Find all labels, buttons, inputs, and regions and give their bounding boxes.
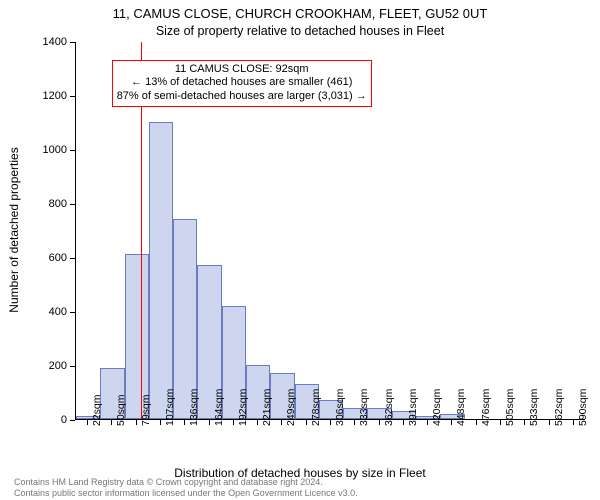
annotation-line: ← 13% of detached houses are smaller (46… xyxy=(117,76,367,90)
ytick-mark xyxy=(70,420,75,421)
xtick-label: 448sqm xyxy=(455,389,467,426)
ytick-label: 400 xyxy=(27,306,67,318)
xtick-label: 79sqm xyxy=(140,394,152,426)
xtick-mark xyxy=(233,420,234,425)
annotation-line: 11 CAMUS CLOSE: 92sqm xyxy=(117,63,367,77)
xtick-mark xyxy=(184,420,185,425)
ytick-mark xyxy=(70,42,75,43)
xtick-label: 391sqm xyxy=(407,389,419,426)
xtick-label: 278sqm xyxy=(310,389,322,426)
xtick-label: 505sqm xyxy=(504,389,516,426)
xtick-label: 221sqm xyxy=(261,389,273,426)
xtick-mark xyxy=(306,420,307,425)
annotation-line: 87% of semi-detached houses are larger (… xyxy=(117,90,367,104)
xtick-mark xyxy=(136,420,137,425)
annotation-box: 11 CAMUS CLOSE: 92sqm← 13% of detached h… xyxy=(112,60,372,107)
xtick-mark xyxy=(524,420,525,425)
xtick-mark xyxy=(257,420,258,425)
xtick-mark xyxy=(451,420,452,425)
xtick-mark xyxy=(379,420,380,425)
xtick-label: 562sqm xyxy=(553,389,565,426)
ytick-mark xyxy=(70,204,75,205)
xtick-label: 107sqm xyxy=(164,389,176,426)
xtick-label: 22sqm xyxy=(91,394,103,426)
xtick-label: 306sqm xyxy=(334,389,346,426)
xtick-label: 136sqm xyxy=(188,389,200,426)
footer: Contains HM Land Registry data © Crown c… xyxy=(14,477,358,498)
xtick-mark xyxy=(281,420,282,425)
xtick-mark xyxy=(427,420,428,425)
histogram-bar xyxy=(149,122,173,419)
xtick-mark xyxy=(209,420,210,425)
ytick-label: 800 xyxy=(27,198,67,210)
ytick-label: 0 xyxy=(27,414,67,426)
xtick-label: 333sqm xyxy=(358,389,370,426)
xtick-mark xyxy=(500,420,501,425)
xtick-label: 164sqm xyxy=(213,389,225,426)
ytick-mark xyxy=(70,366,75,367)
ytick-mark xyxy=(70,150,75,151)
xtick-mark xyxy=(549,420,550,425)
xtick-label: 476sqm xyxy=(480,389,492,426)
y-axis-label: Number of detached properties xyxy=(7,147,21,312)
xtick-mark xyxy=(111,420,112,425)
ytick-label: 1400 xyxy=(27,36,67,48)
ytick-label: 1200 xyxy=(27,90,67,102)
xtick-mark xyxy=(160,420,161,425)
footer-line: Contains public sector information licen… xyxy=(14,488,358,498)
ytick-label: 1000 xyxy=(27,144,67,156)
ytick-label: 600 xyxy=(27,252,67,264)
ytick-label: 200 xyxy=(27,360,67,372)
xtick-label: 50sqm xyxy=(115,394,127,426)
xtick-label: 420sqm xyxy=(431,389,443,426)
page-title: 11, CAMUS CLOSE, CHURCH CROOKHAM, FLEET,… xyxy=(0,6,600,21)
xtick-mark xyxy=(354,420,355,425)
ytick-mark xyxy=(70,258,75,259)
footer-line: Contains HM Land Registry data © Crown c… xyxy=(14,477,358,487)
xtick-label: 590sqm xyxy=(577,389,589,426)
xtick-mark xyxy=(573,420,574,425)
ytick-mark xyxy=(70,312,75,313)
xtick-mark xyxy=(330,420,331,425)
xtick-label: 362sqm xyxy=(383,389,395,426)
xtick-label: 192sqm xyxy=(237,389,249,426)
xtick-mark xyxy=(403,420,404,425)
xtick-label: 249sqm xyxy=(285,389,297,426)
xtick-mark xyxy=(87,420,88,425)
page-subtitle: Size of property relative to detached ho… xyxy=(0,24,600,38)
ytick-mark xyxy=(70,96,75,97)
xtick-label: 533sqm xyxy=(528,389,540,426)
plot-area: 11 CAMUS CLOSE: 92sqm← 13% of detached h… xyxy=(75,42,585,420)
xtick-mark xyxy=(476,420,477,425)
